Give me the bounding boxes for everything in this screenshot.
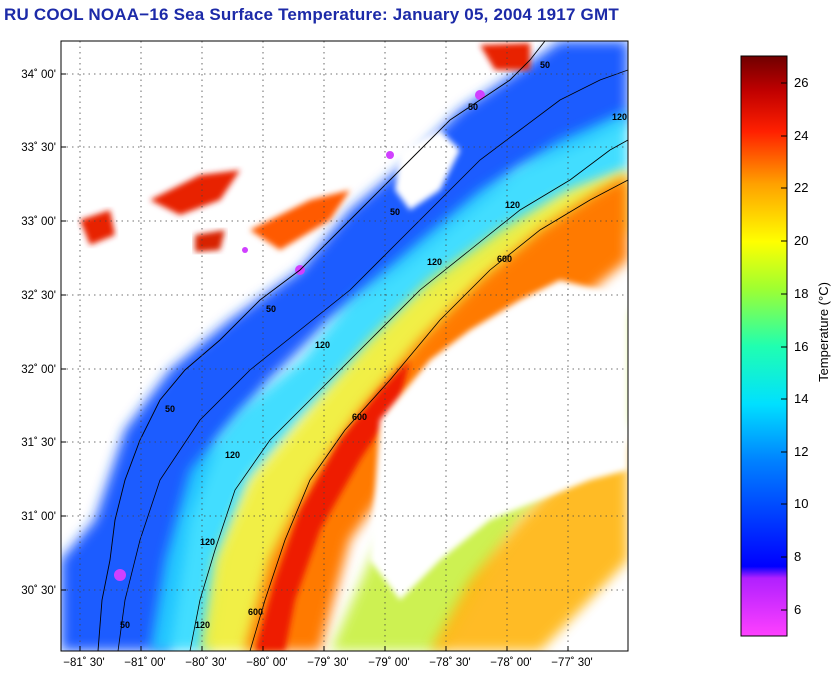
lon-tick-label: −78˚ 30' [429, 657, 471, 669]
lat-tick-labels: 34˚ 00' 33˚ 30' 33˚ 00' 32˚ 30' 32˚ 00' … [21, 69, 56, 597]
contour-label: 50 [468, 102, 478, 112]
lon-tick-label: −79˚ 00' [368, 657, 410, 669]
contour-label: 50 [165, 404, 175, 414]
lon-tick-label: −77˚ 30' [551, 657, 593, 669]
colorbar-tick: 8 [794, 549, 801, 564]
tick-marks [61, 73, 569, 651]
lon-tick-label: −80˚ 00' [246, 657, 288, 669]
lon-tick-label: −78˚ 00' [490, 657, 532, 669]
contour-label: 50 [266, 304, 276, 314]
contour-label: 120 [505, 200, 520, 210]
map-frame [60, 40, 629, 652]
colorbar-gradient [740, 55, 788, 637]
lon-tick-label: −81˚ 30' [63, 657, 105, 669]
map-title: RU COOL NOAA−16 Sea Surface Temperature:… [4, 5, 619, 24]
lon-tick-label: −80˚ 30' [185, 657, 227, 669]
contour-label: 120 [427, 257, 442, 267]
lat-tick-label: 31˚ 30' [21, 437, 56, 449]
colorbar-tick: 12 [794, 444, 808, 459]
lat-tick-label: 32˚ 00' [21, 364, 56, 376]
colorbar-tick: 20 [794, 233, 808, 248]
coastline [97, 41, 546, 651]
colorbar: 26 24 22 20 18 16 14 12 10 8 6 Temperatu… [740, 55, 831, 637]
colorbar-tick: 10 [794, 496, 808, 511]
colorbar-tick: 14 [794, 391, 808, 406]
lat-tick-label: 32˚ 30' [21, 290, 56, 302]
lat-tick-label: 31˚ 00' [21, 511, 56, 523]
colorbar-tick: 22 [794, 180, 808, 195]
lon-tick-labels: −81˚ 30' −81˚ 00' −80˚ 30' −80˚ 00' −79˚… [63, 657, 593, 669]
lat-tick-label: 34˚ 00' [21, 69, 56, 81]
colorbar-label: Temperature (°C) [816, 282, 831, 382]
colorbar-tick: 24 [794, 128, 808, 143]
contour-label: 600 [248, 607, 263, 617]
graticule [61, 41, 628, 651]
contour-label: 50 [390, 207, 400, 217]
colorbar-tick: 6 [794, 602, 801, 617]
isobaths [117, 69, 628, 651]
colorbar-tick: 26 [794, 75, 808, 90]
contour-label: 120 [195, 620, 210, 630]
contour-label: 120 [225, 450, 240, 460]
contour-labels: 50 50 50 50 50 120 120 120 120 120 120 6… [120, 60, 627, 630]
lon-tick-label: −81˚ 00' [124, 657, 166, 669]
lat-tick-label: 30˚ 30' [21, 585, 56, 597]
contour-label: 120 [200, 537, 215, 547]
contour-label: 50 [540, 60, 550, 70]
lon-tick-label: −79˚ 30' [307, 657, 349, 669]
lat-tick-label: 33˚ 30' [21, 142, 56, 154]
sst-field [61, 41, 628, 651]
contour-label: 120 [612, 112, 627, 122]
colorbar-tick: 16 [794, 339, 808, 354]
lat-tick-label: 33˚ 00' [21, 216, 56, 228]
contour-label: 600 [497, 254, 512, 264]
colorbar-tick: 18 [794, 286, 808, 301]
contour-label: 120 [315, 340, 330, 350]
contour-label: 50 [120, 620, 130, 630]
contour-label: 600 [352, 412, 367, 422]
